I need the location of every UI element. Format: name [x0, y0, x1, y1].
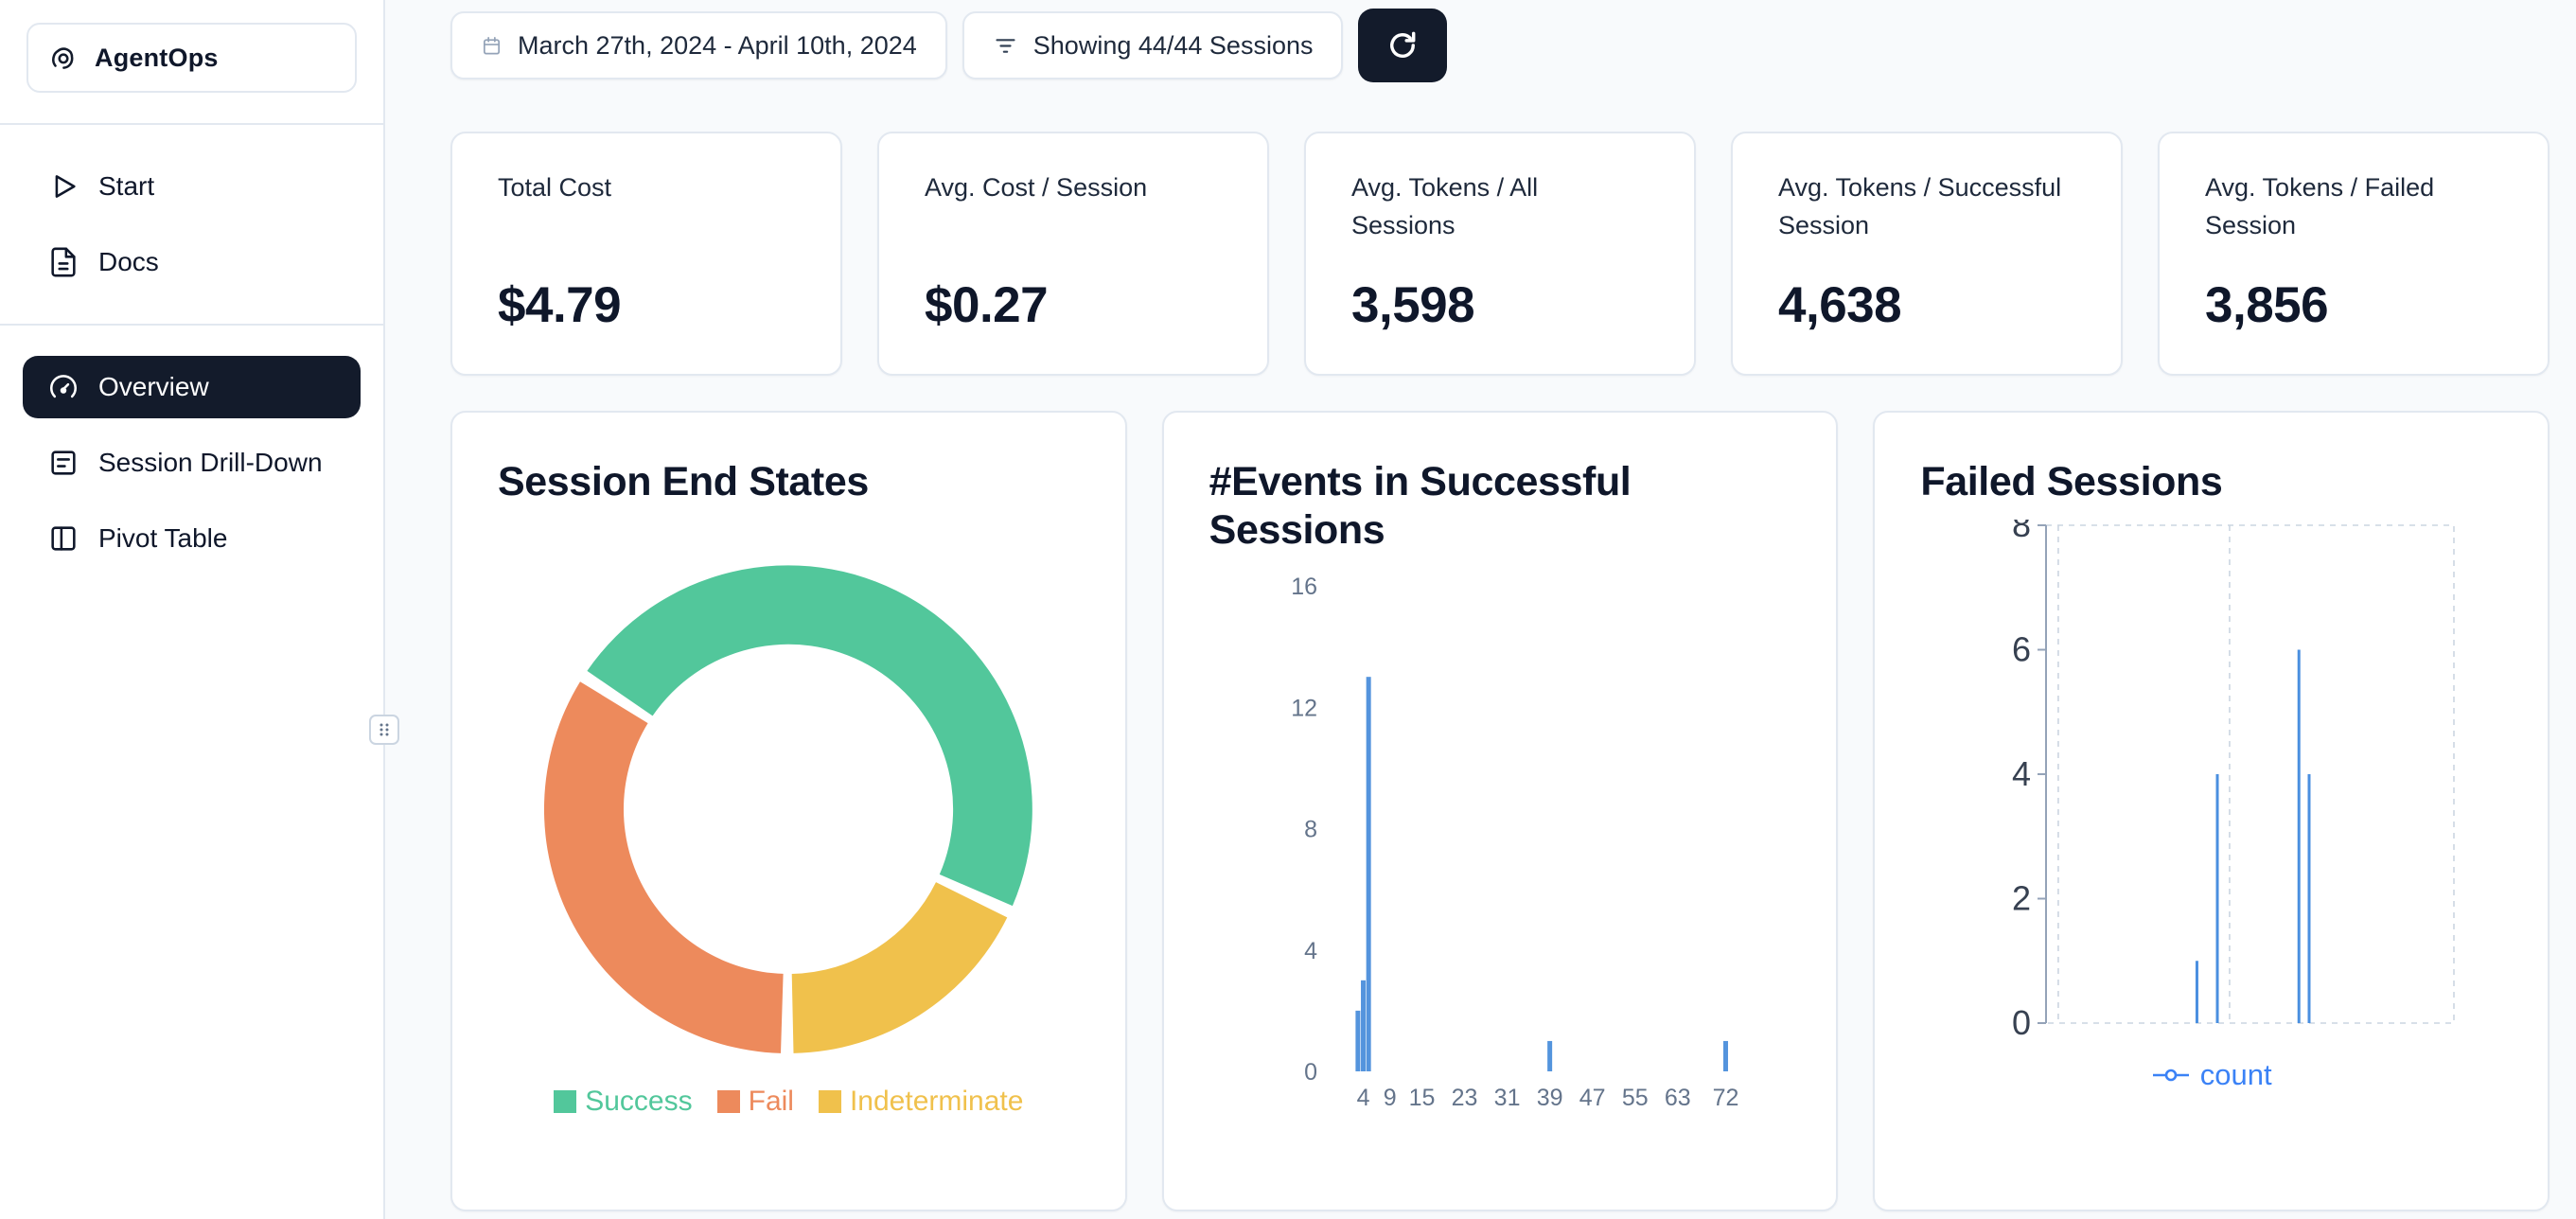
svg-text:39: 39: [1536, 1085, 1562, 1111]
refresh-icon: [1385, 28, 1420, 62]
sidebar-divider: [0, 324, 383, 326]
sidebar-item-label: Overview: [98, 372, 209, 401]
svg-text:31: 31: [1493, 1085, 1520, 1111]
sidebar-item-label: Start: [98, 171, 155, 201]
play-icon: [47, 170, 79, 203]
sidebar-item-start[interactable]: Start: [23, 155, 361, 218]
line-series-marker-icon: [2151, 1067, 2191, 1084]
date-range-label: March 27th, 2024 - April 10th, 2024: [518, 30, 917, 60]
svg-text:0: 0: [2012, 1003, 2031, 1042]
stat-label: Avg. Tokens / Failed Session: [2205, 173, 2435, 239]
sidebar-item-label: Docs: [98, 247, 159, 276]
document-icon: [47, 246, 79, 278]
agentops-logo-icon: [47, 42, 79, 74]
legend-swatch-success: [554, 1089, 577, 1113]
legend-item-indeterminate: Indeterminate: [818, 1085, 1024, 1118]
svg-text:2: 2: [2012, 878, 2031, 917]
sessions-filter-label: Showing 44/44 Sessions: [1032, 30, 1314, 60]
date-range-button[interactable]: March 27th, 2024 - April 10th, 2024: [450, 11, 947, 80]
table-columns-icon: [47, 522, 79, 555]
sidebar: AgentOps Start: [0, 0, 399, 1219]
stat-value: 3,856: [2205, 277, 2329, 333]
svg-text:16: 16: [1291, 574, 1317, 600]
svg-text:0: 0: [1304, 1059, 1317, 1086]
stat-value: 4,638: [1778, 277, 1902, 333]
stats-row: Total Cost $4.79 Avg. Cost / Session $0.…: [450, 132, 2550, 376]
brand-name: AgentOps: [95, 43, 219, 72]
svg-text:12: 12: [1291, 696, 1317, 722]
logo[interactable]: AgentOps: [26, 23, 357, 93]
stat-label: Avg. Tokens / All Sessions: [1351, 173, 1539, 239]
legend-swatch-fail: [716, 1089, 740, 1113]
chart-card-session-end-states: Session End States Success Fail: [450, 411, 1127, 1211]
svg-text:23: 23: [1451, 1085, 1477, 1111]
svg-text:47: 47: [1579, 1085, 1605, 1111]
sidebar-item-docs[interactable]: Docs: [23, 231, 361, 293]
stat-card-avg-cost-session: Avg. Cost / Session $0.27: [877, 132, 1269, 376]
sidebar-nav-top: Start Docs: [0, 155, 383, 293]
session-end-states-donut-chart: [544, 565, 1033, 1053]
sidebar-item-label: Session Drill-Down: [98, 448, 323, 477]
svg-text:6: 6: [2012, 629, 2031, 668]
sidebar-item-label: Pivot Table: [98, 523, 228, 553]
calendar-icon: [481, 35, 503, 57]
svg-text:8: 8: [1304, 817, 1317, 843]
svg-text:9: 9: [1383, 1085, 1396, 1111]
chart-title: Failed Sessions: [1920, 459, 2223, 504]
legend-swatch-indeterminate: [818, 1089, 841, 1113]
svg-text:72: 72: [1712, 1085, 1738, 1111]
stat-label: Total Cost: [498, 173, 612, 202]
gauge-icon: [47, 371, 79, 403]
stat-label: Avg. Cost / Session: [925, 173, 1148, 202]
sidebar-item-session-drill-down[interactable]: Session Drill-Down: [23, 432, 361, 494]
refresh-button[interactable]: [1358, 9, 1448, 82]
svg-text:8: 8: [2012, 520, 2031, 544]
sidebar-nav-main: Overview Session Drill-Down: [0, 356, 383, 570]
sidebar-resize-handle[interactable]: [369, 715, 399, 745]
stat-value: $0.27: [925, 277, 1049, 333]
svg-text:63: 63: [1665, 1085, 1691, 1111]
stat-value: $4.79: [498, 277, 622, 333]
svg-text:55: 55: [1622, 1085, 1649, 1111]
line-chart-legend: count: [1920, 1058, 2502, 1092]
donut-legend: Success Fail Indeterminate: [498, 1086, 1080, 1118]
svg-text:4: 4: [2012, 754, 2031, 793]
stat-value: 3,598: [1351, 277, 1475, 333]
line-series-label: count: [2199, 1057, 2272, 1091]
stat-card-avg-tokens-successful: Avg. Tokens / Successful Session 4,638: [1731, 132, 2123, 376]
failed-sessions-line-chart: 0 2 4 6 8: [2012, 505, 2456, 1042]
stat-card-avg-tokens-failed: Avg. Tokens / Failed Session 3,856: [2158, 132, 2550, 376]
sidebar-item-overview[interactable]: Overview: [23, 356, 361, 418]
chart-title: Session End States: [498, 459, 869, 504]
chart-card-failed-sessions: Failed Sessions 0 2 4 6 8 count: [1873, 411, 2550, 1211]
legend-label: Success: [585, 1085, 693, 1117]
toolbar: March 27th, 2024 - April 10th, 2024 Show…: [450, 9, 2550, 82]
legend-label: Indeterminate: [849, 1085, 1024, 1117]
svg-text:4: 4: [1356, 1085, 1369, 1111]
stat-card-avg-tokens-all: Avg. Tokens / All Sessions 3,598: [1304, 132, 1696, 376]
legend-item-success: Success: [554, 1085, 693, 1118]
charts-row: Session End States Success Fail: [450, 411, 2550, 1211]
sessions-filter-button[interactable]: Showing 44/44 Sessions: [962, 11, 1344, 80]
stat-label: Avg. Tokens / Successful Session: [1778, 173, 2062, 239]
main-content: March 27th, 2024 - April 10th, 2024 Show…: [385, 0, 2576, 1219]
svg-text:15: 15: [1408, 1085, 1435, 1111]
list-box-icon: [47, 447, 79, 479]
stat-card-total-cost: Total Cost $4.79: [450, 132, 842, 376]
legend-item-fail: Fail: [716, 1085, 794, 1118]
filter-icon: [993, 33, 1018, 59]
legend-label: Fail: [748, 1085, 794, 1117]
chart-card-events-successful-sessions: #Events in Successful Sessions 0 4 8 12 16 4 9…: [1161, 411, 1839, 1211]
svg-text:4: 4: [1304, 938, 1317, 964]
sidebar-item-pivot-table[interactable]: Pivot Table: [23, 507, 361, 570]
chart-title: #Events in Successful Sessions: [1209, 459, 1632, 553]
sidebar-divider: [0, 123, 383, 125]
grip-dots-icon: [376, 721, 393, 738]
